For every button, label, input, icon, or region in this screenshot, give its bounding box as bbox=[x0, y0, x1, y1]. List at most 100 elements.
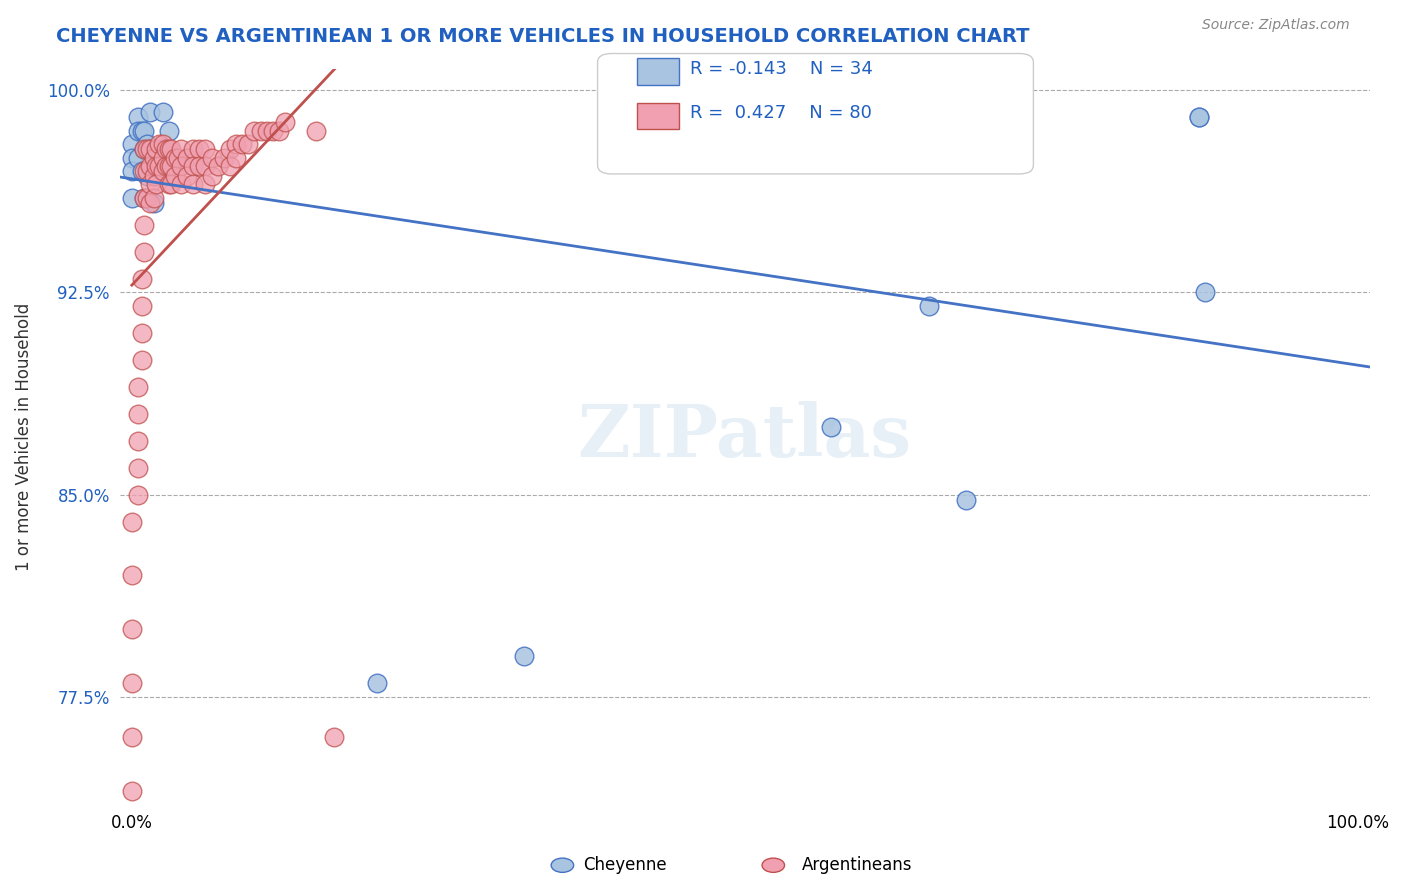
Text: R =  0.427    N = 80: R = 0.427 N = 80 bbox=[690, 104, 872, 122]
Point bbox=[163, 169, 186, 184]
Point bbox=[131, 326, 153, 340]
Point bbox=[142, 196, 165, 211]
Point bbox=[139, 196, 162, 211]
Point bbox=[955, 493, 977, 508]
Point bbox=[200, 151, 222, 165]
Point bbox=[176, 169, 198, 184]
Point bbox=[142, 169, 165, 184]
Point bbox=[145, 143, 167, 157]
Point bbox=[188, 143, 211, 157]
Point bbox=[323, 731, 346, 745]
Point bbox=[131, 352, 153, 367]
Point bbox=[170, 143, 193, 157]
Point bbox=[145, 159, 167, 173]
Point bbox=[121, 784, 143, 798]
Point bbox=[148, 151, 170, 165]
Point bbox=[157, 123, 180, 137]
Point bbox=[127, 407, 149, 421]
Point bbox=[160, 143, 183, 157]
Point bbox=[142, 151, 165, 165]
Point bbox=[160, 178, 183, 192]
Point bbox=[127, 110, 149, 124]
Point bbox=[225, 136, 247, 151]
Text: Argentineans: Argentineans bbox=[801, 856, 912, 874]
Point bbox=[121, 191, 143, 205]
Point bbox=[152, 164, 174, 178]
Point bbox=[274, 115, 297, 129]
Text: R = -0.143    N = 34: R = -0.143 N = 34 bbox=[690, 60, 873, 78]
Point bbox=[256, 123, 278, 137]
Point bbox=[155, 143, 177, 157]
Point bbox=[148, 159, 170, 173]
Point bbox=[121, 136, 143, 151]
Point bbox=[238, 136, 260, 151]
Point bbox=[820, 420, 842, 434]
Point bbox=[139, 104, 162, 119]
Point bbox=[262, 123, 284, 137]
Point bbox=[152, 136, 174, 151]
Point bbox=[152, 143, 174, 157]
Point bbox=[243, 123, 266, 137]
Point bbox=[170, 159, 193, 173]
Point bbox=[135, 136, 157, 151]
Point bbox=[1187, 110, 1209, 124]
Point bbox=[127, 151, 149, 165]
Point bbox=[194, 178, 217, 192]
Point bbox=[121, 731, 143, 745]
Point bbox=[121, 568, 143, 582]
Point bbox=[139, 159, 162, 173]
Point bbox=[176, 151, 198, 165]
Point bbox=[127, 380, 149, 394]
Point bbox=[131, 164, 153, 178]
Point bbox=[127, 123, 149, 137]
Point bbox=[181, 178, 204, 192]
Point bbox=[219, 143, 242, 157]
Point bbox=[157, 178, 180, 192]
Point bbox=[157, 159, 180, 173]
Point bbox=[134, 218, 156, 232]
Point bbox=[163, 151, 186, 165]
Point bbox=[134, 164, 156, 178]
Point bbox=[194, 143, 217, 157]
Point bbox=[131, 123, 153, 137]
Point bbox=[135, 191, 157, 205]
Point bbox=[181, 143, 204, 157]
Point bbox=[121, 515, 143, 529]
Point bbox=[121, 164, 143, 178]
Point bbox=[267, 123, 290, 137]
Point bbox=[134, 143, 156, 157]
Text: Cheyenne: Cheyenne bbox=[583, 856, 666, 874]
Point bbox=[157, 143, 180, 157]
Point bbox=[155, 151, 177, 165]
Text: CHEYENNE VS ARGENTINEAN 1 OR MORE VEHICLES IN HOUSEHOLD CORRELATION CHART: CHEYENNE VS ARGENTINEAN 1 OR MORE VEHICL… bbox=[56, 27, 1029, 45]
Point bbox=[135, 169, 157, 184]
Point bbox=[127, 487, 149, 501]
Point bbox=[200, 169, 222, 184]
Point bbox=[188, 159, 211, 173]
Point bbox=[121, 676, 143, 690]
Point bbox=[134, 191, 156, 205]
Point bbox=[163, 151, 186, 165]
Point bbox=[231, 136, 253, 151]
Point bbox=[249, 123, 271, 137]
Point bbox=[134, 123, 156, 137]
Point bbox=[139, 178, 162, 192]
Point bbox=[145, 178, 167, 192]
Point bbox=[157, 169, 180, 184]
Point bbox=[167, 151, 190, 165]
Point bbox=[225, 151, 247, 165]
Point bbox=[160, 159, 183, 173]
Point bbox=[121, 623, 143, 637]
Point bbox=[145, 143, 167, 157]
Text: Source: ZipAtlas.com: Source: ZipAtlas.com bbox=[1202, 18, 1350, 32]
Point bbox=[181, 159, 204, 173]
Point bbox=[219, 159, 242, 173]
Point bbox=[305, 123, 328, 137]
Point bbox=[513, 649, 536, 664]
Point bbox=[1194, 285, 1216, 300]
Point bbox=[134, 191, 156, 205]
Text: ZIPatlas: ZIPatlas bbox=[578, 401, 912, 472]
Point bbox=[142, 191, 165, 205]
Point bbox=[135, 164, 157, 178]
Point bbox=[134, 143, 156, 157]
